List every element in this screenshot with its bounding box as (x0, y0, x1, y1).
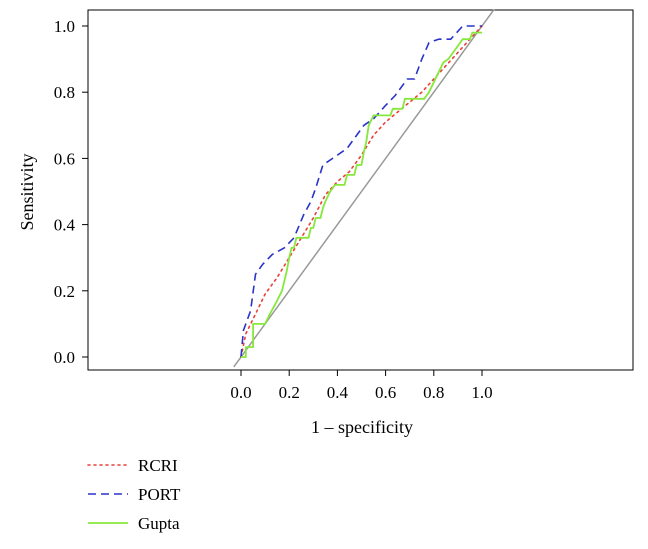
x-tick-label: 0.4 (327, 383, 349, 402)
y-axis-label: Sensitivity (17, 153, 37, 230)
y-tick-label: 0.0 (54, 348, 75, 367)
series-line-rcri (240, 25, 483, 358)
x-tick-label: 0.6 (375, 383, 396, 402)
x-tick-label: 1.0 (471, 383, 492, 402)
legend-label-rcri: RCRI (138, 456, 178, 475)
legend: RCRI PORT Gupta (87, 456, 181, 533)
legend-label-port: PORT (138, 485, 181, 504)
reference-diagonal-line (233, 9, 495, 368)
plot-lines (233, 9, 495, 368)
x-axis-label: 1 – specificity (311, 417, 413, 437)
y-tick-label: 1.0 (54, 17, 75, 36)
y-tick-label: 0.2 (54, 282, 75, 301)
y-tick-label: 0.4 (54, 216, 76, 235)
y-tick-label: 0.8 (54, 83, 75, 102)
plot-frame (87, 9, 634, 371)
legend-label-gupta: Gupta (138, 514, 180, 533)
y-tick-label: 0.6 (54, 149, 75, 168)
x-tick-label: 0.2 (279, 383, 300, 402)
series-line-port (240, 25, 482, 358)
x-tick-label: 0.0 (230, 383, 251, 402)
series-line-gupta (241, 31, 482, 358)
y-axis: 0.0 0.2 0.4 0.6 0.8 1.0 (54, 17, 88, 367)
x-axis: 0.0 0.2 0.4 0.6 0.8 1.0 (230, 370, 493, 402)
x-tick-label: 0.8 (423, 383, 444, 402)
